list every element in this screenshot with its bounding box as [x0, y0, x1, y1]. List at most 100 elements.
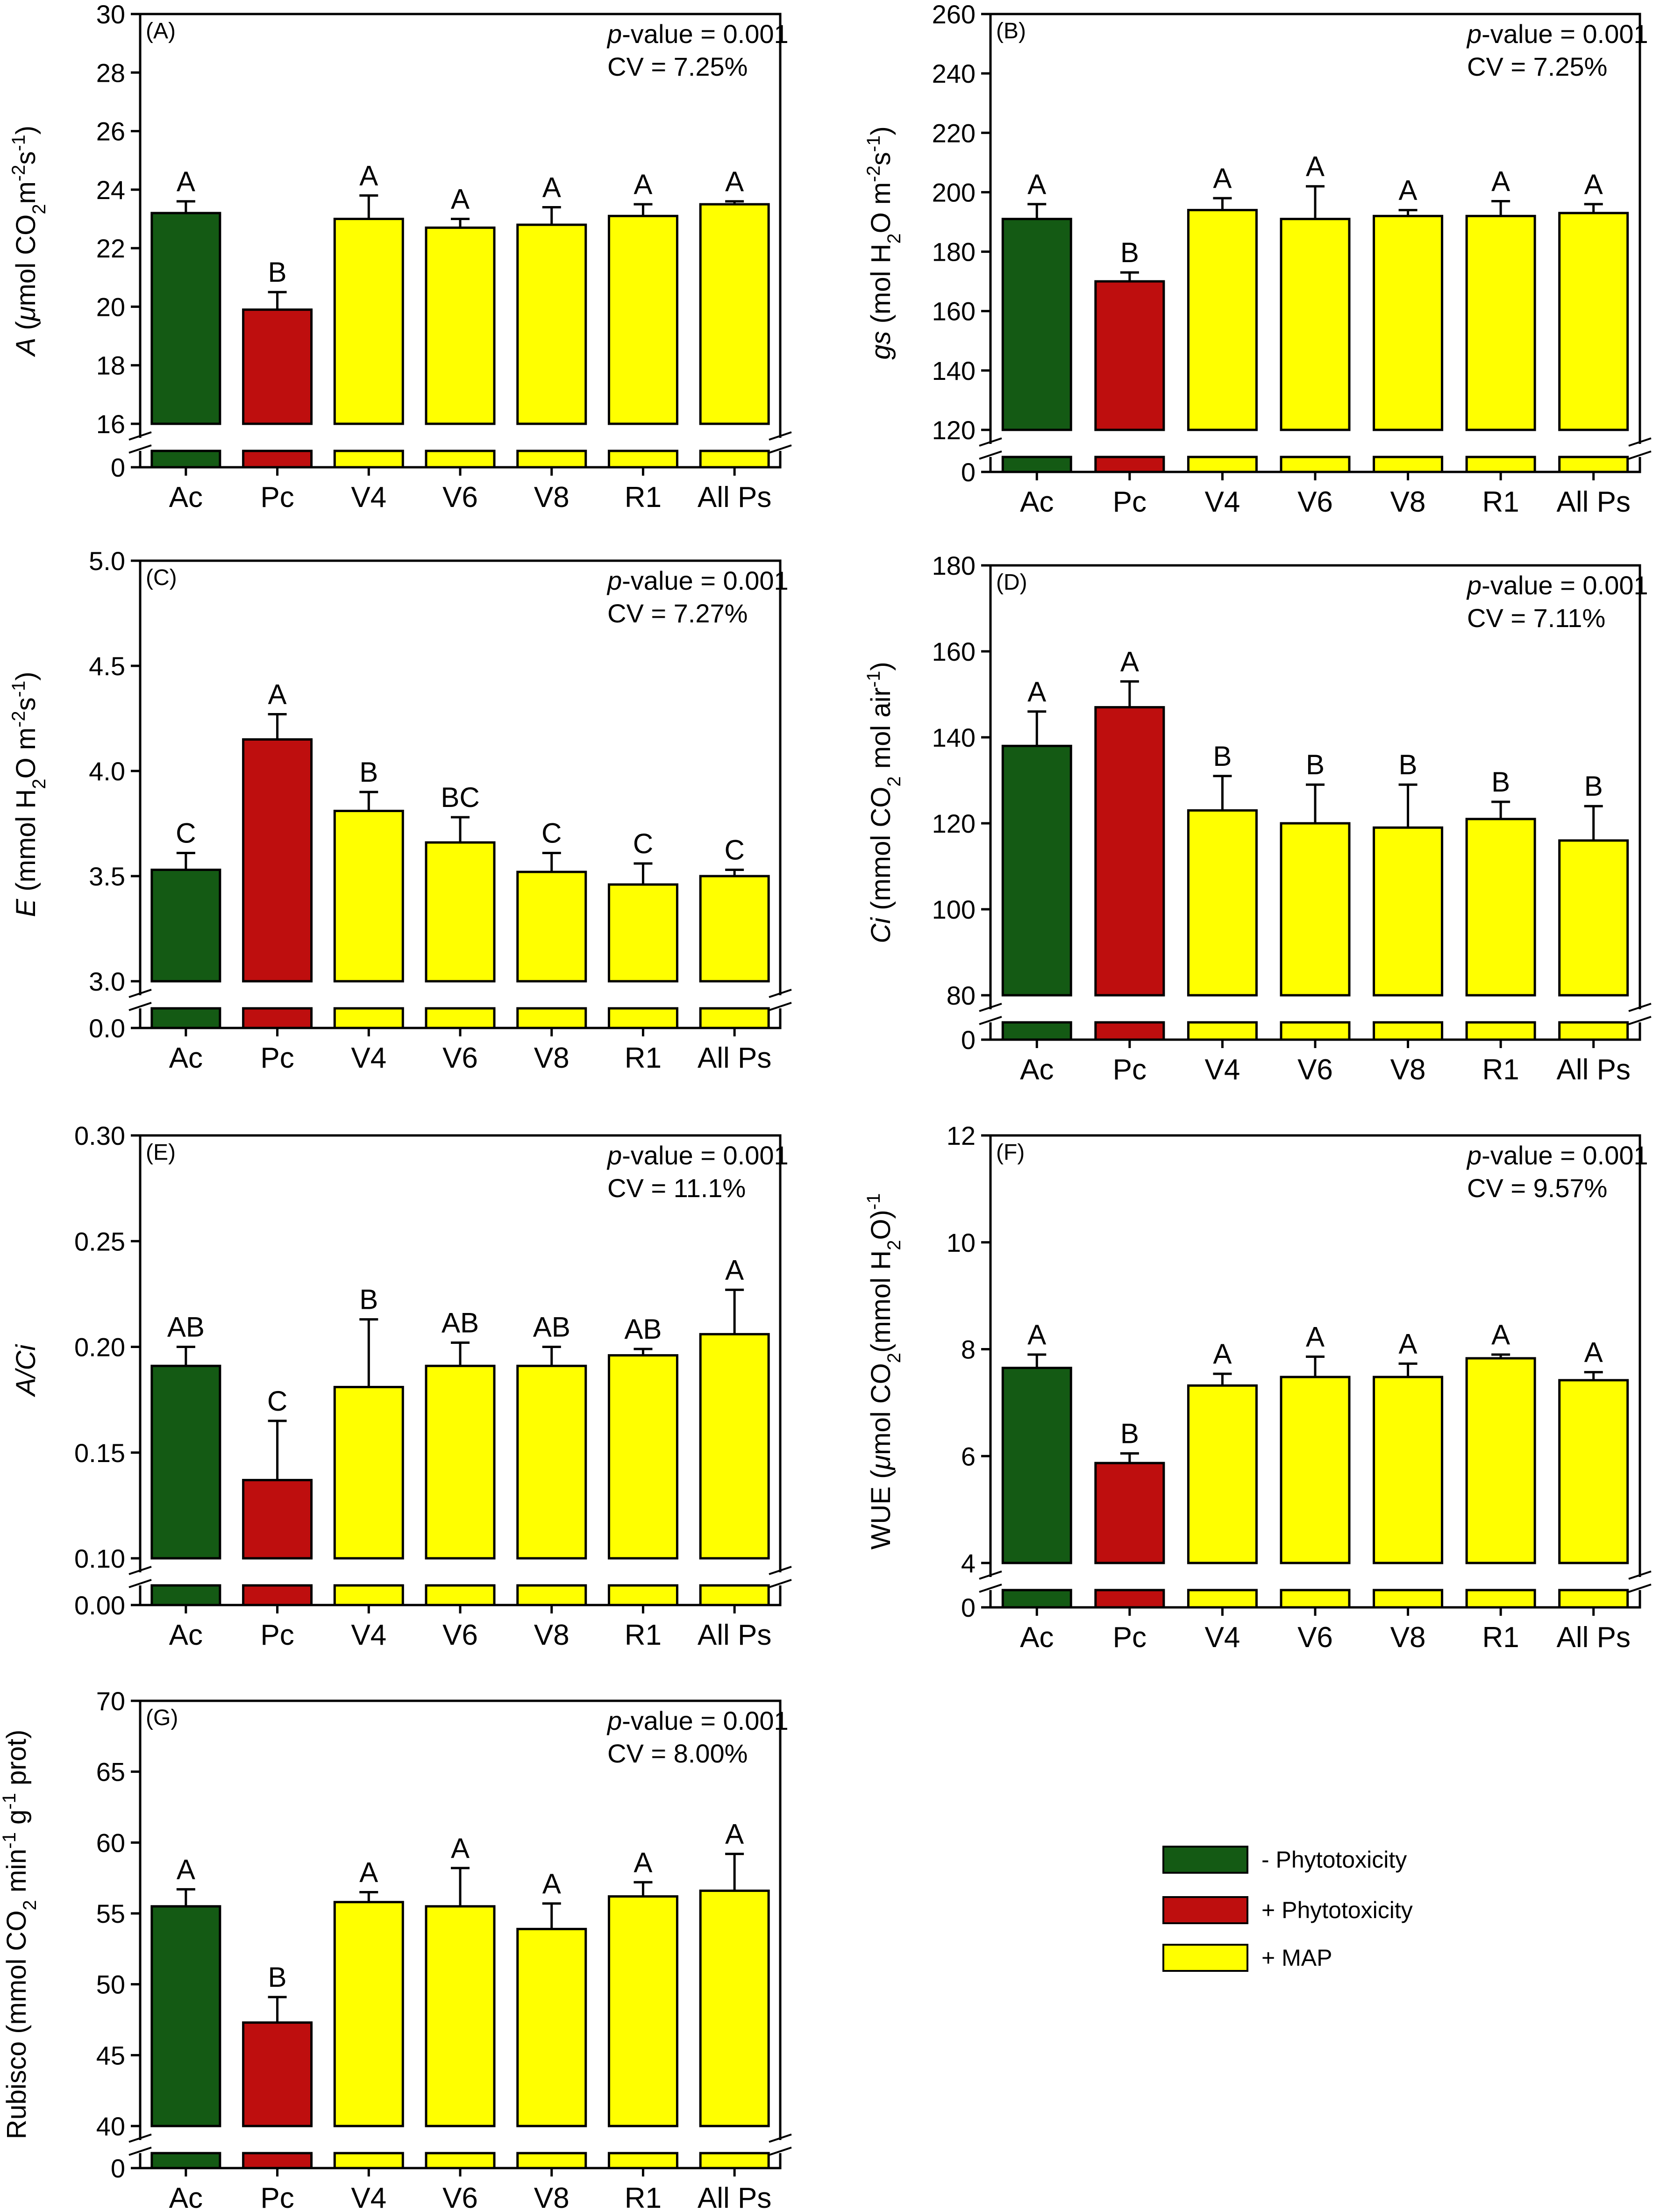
- x-tick-label: R1: [625, 1619, 662, 1651]
- y-tick-label: 18: [96, 351, 125, 380]
- sig-letter: A: [1213, 163, 1232, 194]
- x-tick-label: All Ps: [698, 1042, 771, 1074]
- p-value-text: p-value = 0.001: [1466, 19, 1648, 49]
- x-tick-label: V6: [1297, 1054, 1333, 1086]
- y-tick-label-zero: 0.00: [74, 1591, 125, 1620]
- axis-break-mark: [769, 1566, 792, 1575]
- y-tick-label: 10: [947, 1228, 976, 1257]
- sig-letter: AB: [442, 1307, 479, 1338]
- axis-break-mark: [769, 431, 792, 441]
- y-tick-label: 4.5: [89, 651, 125, 681]
- sig-letter: B: [359, 756, 378, 788]
- bar-e-0: [150, 1364, 221, 1560]
- y-tick-label: 45: [96, 2041, 125, 2070]
- sig-letter: A: [1584, 169, 1603, 200]
- sig-letter: AB: [167, 1312, 205, 1343]
- bar-b-6: [1558, 212, 1629, 431]
- x-tick-label: Pc: [260, 481, 294, 514]
- bar-stub-a-3: [425, 450, 496, 469]
- sig-letter: A: [1306, 1321, 1325, 1353]
- bar-e-6: [699, 1333, 770, 1560]
- axis-break-mark: [128, 1579, 152, 1588]
- y-tick-label: 0.20: [74, 1333, 125, 1362]
- bar-stub-c-2: [333, 1007, 404, 1029]
- bar-a-1: [242, 308, 313, 425]
- axis-break-mark: [979, 1570, 1002, 1580]
- x-tick-label: Pc: [1113, 1621, 1147, 1654]
- bar-stub-b-5: [1465, 456, 1536, 473]
- bar-e-3: [425, 1364, 496, 1560]
- y-tick-label: 20: [96, 292, 125, 321]
- panel-g: A Ac B Pc A V4 A V6 A V8 A R1 A All Ps 40 45 50 55 60 65 70 0…: [0, 1686, 792, 2212]
- axis-break-mark: [128, 2134, 152, 2143]
- y-tick-label: 0.10: [74, 1544, 125, 1573]
- bar-stub-d-6: [1558, 1021, 1629, 1041]
- y-tick-label: 6: [961, 1441, 976, 1471]
- bar-stub-c-3: [425, 1007, 496, 1029]
- axis-break-mark: [979, 450, 1002, 460]
- sig-letter: AB: [533, 1312, 570, 1343]
- p-value-text: p-value = 0.001: [606, 566, 789, 595]
- bar-b-2: [1187, 209, 1258, 431]
- axis-frame-upper: [989, 1134, 1641, 1577]
- bar-stub-g-4: [516, 2152, 587, 2169]
- axis-break-mark: [128, 1002, 152, 1011]
- cv-text: CV = 7.25%: [1467, 52, 1607, 81]
- x-tick-label: V4: [351, 1619, 386, 1651]
- bar-stub-b-0: [1001, 456, 1072, 473]
- sig-letter: A: [1213, 1338, 1232, 1370]
- bar-stub-e-2: [333, 1584, 404, 1606]
- cv-text: CV = 8.00%: [607, 1739, 748, 1768]
- bar-stub-a-4: [516, 450, 587, 469]
- x-tick-label: V8: [534, 481, 570, 514]
- bar-f-6: [1558, 1379, 1629, 1564]
- bar-f-2: [1187, 1384, 1258, 1564]
- legend-label: + MAP: [1261, 1945, 1332, 1971]
- x-tick-label: V8: [1390, 486, 1426, 518]
- bar-stub-g-2: [333, 2152, 404, 2169]
- sig-letter: C: [633, 828, 653, 859]
- axis-frame-upper: [989, 13, 1641, 444]
- cv-text: CV = 7.27%: [607, 599, 748, 628]
- bar-stub-a-5: [607, 450, 678, 469]
- y-tick-label: 140: [932, 356, 976, 385]
- bar-stub-b-2: [1187, 456, 1258, 473]
- panel-label: (B): [996, 19, 1026, 43]
- bar-d-2: [1187, 809, 1258, 997]
- axis-break-mark: [1628, 1570, 1652, 1580]
- bar-d-4: [1373, 826, 1444, 997]
- y-tick-label: 5.0: [89, 546, 125, 576]
- p-value-text: p-value = 0.001: [606, 1706, 789, 1735]
- y-tick-label: 26: [96, 117, 125, 146]
- y-tick-label: 4.0: [89, 756, 125, 786]
- x-tick-label: All Ps: [698, 1619, 771, 1651]
- x-tick-label: R1: [1482, 1621, 1519, 1654]
- sig-letter: A: [634, 169, 652, 200]
- bar-stub-e-4: [516, 1584, 587, 1606]
- panel-a: A Ac B Pc A V4 A V6 A V8 A R1 A All Ps 16 18 20 22 24 26 28 3…: [8, 0, 792, 514]
- sig-letter: A: [1491, 1319, 1510, 1350]
- y-axis-label: A (μmol CO2m-2s-1): [8, 126, 50, 357]
- x-tick-label: V8: [1390, 1054, 1426, 1086]
- panel-d: A Ac A Pc B V4 B V6 B V8 B R1 B All Ps 80 100 120 140 160 1…: [863, 551, 1652, 1086]
- y-axis-label: WUE (μmol CO2(mmol H2O)-1: [863, 1193, 905, 1550]
- sig-letter: A: [1399, 175, 1418, 206]
- axis-break-mark: [769, 989, 792, 998]
- y-tick-label-zero: 0: [961, 1593, 976, 1622]
- bar-stub-d-0: [1001, 1021, 1072, 1041]
- y-tick-label: 22: [96, 234, 125, 263]
- bar-stub-e-5: [607, 1584, 678, 1606]
- y-tick-label-zero: 0.0: [89, 1013, 125, 1043]
- bar-stub-g-6: [699, 2152, 770, 2169]
- bar-b-4: [1373, 214, 1444, 431]
- x-tick-label: V6: [442, 1619, 478, 1651]
- bar-stub-g-5: [607, 2152, 678, 2169]
- sig-letter: A: [359, 160, 378, 191]
- x-tick-label: Ac: [169, 1042, 203, 1074]
- bar-b-1: [1094, 280, 1165, 431]
- axis-break-mark: [128, 2147, 152, 2156]
- y-tick-label-zero: 0: [961, 1025, 976, 1055]
- bar-stub-d-1: [1094, 1021, 1165, 1041]
- bar-d-6: [1558, 839, 1629, 997]
- bar-stub-b-3: [1280, 456, 1351, 473]
